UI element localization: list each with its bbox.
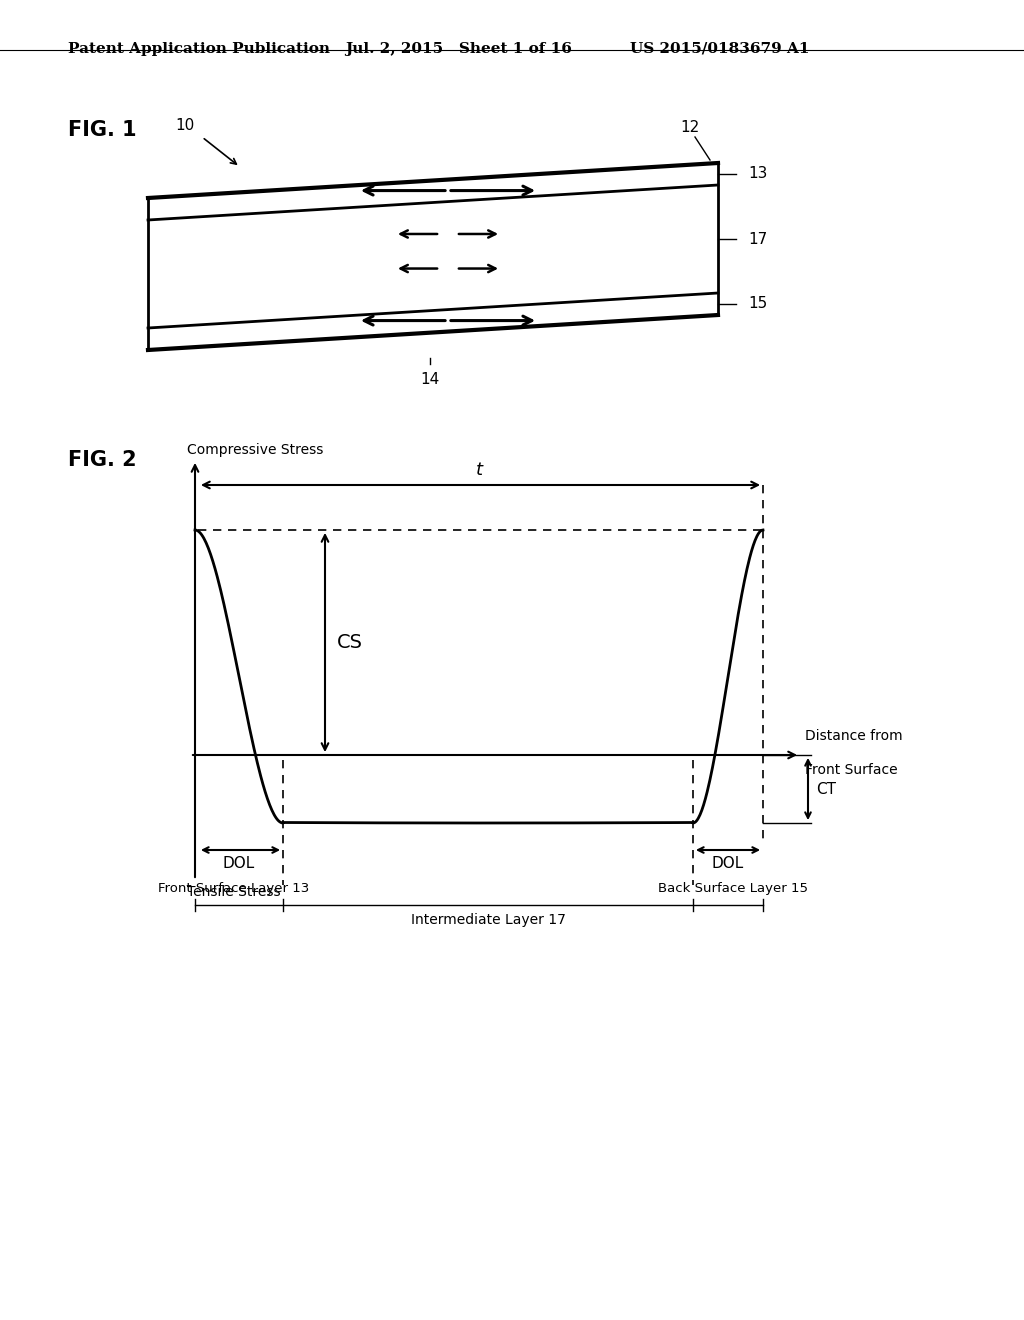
Text: Front Surface: Front Surface bbox=[805, 763, 898, 777]
Text: Jul. 2, 2015   Sheet 1 of 16: Jul. 2, 2015 Sheet 1 of 16 bbox=[345, 42, 571, 55]
Text: Patent Application Publication: Patent Application Publication bbox=[68, 42, 330, 55]
Text: 17: 17 bbox=[748, 231, 767, 247]
Text: CT: CT bbox=[816, 781, 836, 796]
Text: 14: 14 bbox=[421, 372, 439, 387]
Text: Distance from: Distance from bbox=[805, 729, 902, 743]
Text: CS: CS bbox=[337, 634, 362, 652]
Text: 12: 12 bbox=[680, 120, 699, 135]
Text: Intermediate Layer 17: Intermediate Layer 17 bbox=[411, 913, 565, 927]
Text: FIG. 2: FIG. 2 bbox=[68, 450, 136, 470]
Text: FIG. 1: FIG. 1 bbox=[68, 120, 136, 140]
Text: t: t bbox=[475, 461, 482, 479]
Text: DOL: DOL bbox=[712, 855, 744, 871]
Text: Tensile Stress: Tensile Stress bbox=[187, 884, 281, 899]
Text: 10: 10 bbox=[175, 117, 195, 133]
Text: 13: 13 bbox=[748, 166, 767, 181]
Text: DOL: DOL bbox=[223, 855, 255, 871]
Text: Front Surface Layer 13: Front Surface Layer 13 bbox=[159, 882, 309, 895]
Text: Back Surface Layer 15: Back Surface Layer 15 bbox=[658, 882, 808, 895]
Text: US 2015/0183679 A1: US 2015/0183679 A1 bbox=[630, 42, 810, 55]
Text: 15: 15 bbox=[748, 297, 767, 312]
Text: Compressive Stress: Compressive Stress bbox=[187, 444, 324, 457]
